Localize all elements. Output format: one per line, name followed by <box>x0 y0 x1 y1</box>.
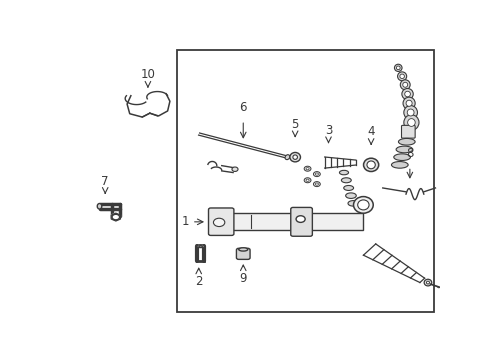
Circle shape <box>112 214 120 220</box>
Ellipse shape <box>196 245 204 248</box>
FancyBboxPatch shape <box>208 208 233 235</box>
Text: 4: 4 <box>366 125 374 138</box>
Ellipse shape <box>399 74 404 78</box>
Circle shape <box>305 179 308 181</box>
Polygon shape <box>111 213 120 221</box>
Text: 5: 5 <box>291 118 298 131</box>
Circle shape <box>304 178 310 183</box>
Text: 10: 10 <box>140 68 155 81</box>
Text: 2: 2 <box>195 275 202 288</box>
Ellipse shape <box>400 80 409 90</box>
Ellipse shape <box>238 248 247 251</box>
Ellipse shape <box>357 200 368 210</box>
Ellipse shape <box>198 246 202 247</box>
Circle shape <box>315 183 318 185</box>
FancyBboxPatch shape <box>290 207 312 236</box>
Ellipse shape <box>341 178 350 183</box>
Ellipse shape <box>402 82 407 87</box>
Bar <box>176 50 433 312</box>
Text: 7: 7 <box>101 175 109 188</box>
Ellipse shape <box>401 89 412 100</box>
Ellipse shape <box>407 109 413 116</box>
Text: 3: 3 <box>324 124 331 137</box>
Ellipse shape <box>395 146 412 153</box>
Ellipse shape <box>426 281 428 284</box>
Ellipse shape <box>285 155 289 159</box>
Ellipse shape <box>394 64 401 71</box>
FancyBboxPatch shape <box>401 125 414 138</box>
Circle shape <box>295 216 305 222</box>
Ellipse shape <box>396 66 399 69</box>
Text: 9: 9 <box>239 271 246 285</box>
Ellipse shape <box>292 155 297 159</box>
Text: 1: 1 <box>181 215 188 228</box>
Ellipse shape <box>343 185 353 190</box>
Ellipse shape <box>339 170 348 175</box>
Ellipse shape <box>97 203 102 209</box>
Circle shape <box>313 181 320 186</box>
Circle shape <box>231 167 238 171</box>
Ellipse shape <box>353 197 372 213</box>
Circle shape <box>213 218 224 226</box>
Ellipse shape <box>402 97 414 109</box>
Ellipse shape <box>407 119 414 126</box>
Ellipse shape <box>404 91 409 97</box>
Ellipse shape <box>403 105 417 120</box>
FancyBboxPatch shape <box>236 248 249 260</box>
Text: 6: 6 <box>239 101 246 114</box>
Bar <box>214 213 363 230</box>
Ellipse shape <box>423 279 431 286</box>
Ellipse shape <box>398 139 414 145</box>
Ellipse shape <box>366 161 374 169</box>
Ellipse shape <box>397 72 406 81</box>
Ellipse shape <box>347 201 358 206</box>
Ellipse shape <box>405 100 411 106</box>
Ellipse shape <box>289 152 300 162</box>
Ellipse shape <box>403 115 418 130</box>
Circle shape <box>304 166 310 171</box>
Circle shape <box>313 172 320 177</box>
Circle shape <box>305 168 308 170</box>
Circle shape <box>315 173 318 175</box>
Ellipse shape <box>345 193 356 198</box>
Ellipse shape <box>393 154 409 161</box>
Ellipse shape <box>391 162 407 168</box>
Ellipse shape <box>363 158 378 171</box>
Text: 8: 8 <box>406 147 413 160</box>
